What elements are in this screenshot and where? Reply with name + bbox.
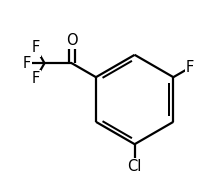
Text: O: O <box>66 33 77 48</box>
Text: F: F <box>23 56 31 71</box>
Text: F: F <box>32 71 40 86</box>
Text: F: F <box>186 60 194 75</box>
Text: Cl: Cl <box>127 159 142 174</box>
Text: F: F <box>32 40 40 56</box>
